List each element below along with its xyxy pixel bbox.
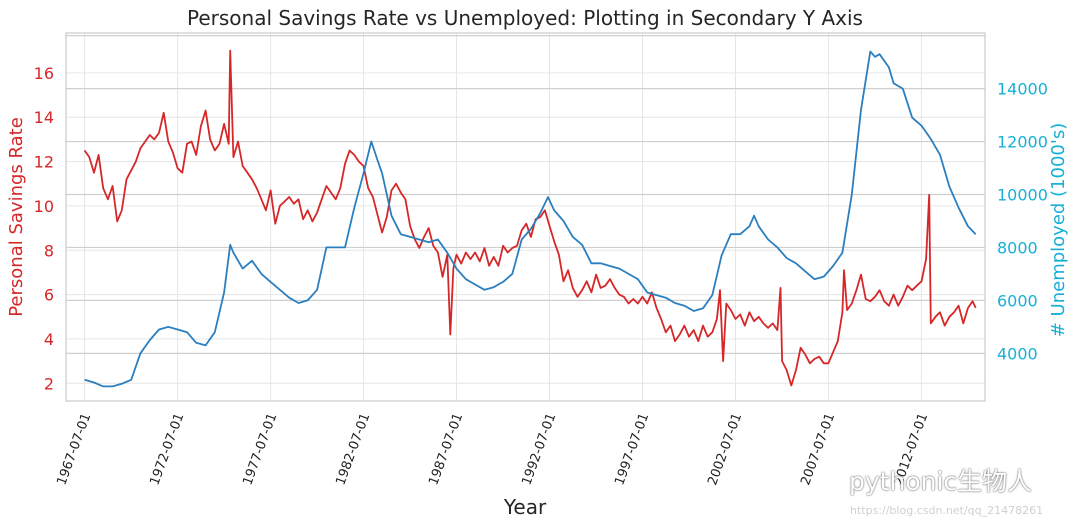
watermark: pythonic生物人 <box>815 462 1032 498</box>
left-y-tick-label: 8 <box>44 241 54 260</box>
right-y-tick-label: 12000 <box>997 133 1048 152</box>
x-axis-label: Year <box>503 495 547 519</box>
watermark-url: https://blog.csdn.net/qq_21478261 <box>850 504 1044 517</box>
x-tick-label: 1992-07-01 <box>519 411 559 487</box>
wechat-icon <box>816 471 842 490</box>
chart-title: Personal Savings Rate vs Unemployed: Plo… <box>187 6 863 30</box>
x-tick-label: 1982-07-01 <box>333 411 373 487</box>
right-y-tick-label: 8000 <box>997 238 1038 257</box>
x-tick-label: 2002-07-01 <box>705 411 745 487</box>
x-axis-ticks: 1967-07-01 1972-07-01 1977-07-01 1982-07-01… <box>54 411 931 487</box>
right-y-tick-label: 4000 <box>997 344 1038 363</box>
left-y-tick-label: 16 <box>34 64 54 83</box>
series-lines <box>83 49 977 388</box>
left-y-axis-ticks: 2 4 6 8 10 12 14 16 <box>34 64 54 393</box>
left-y-tick-label: 4 <box>44 330 54 349</box>
watermark-text: pythonic生物人 <box>849 467 1033 496</box>
x-tick-label: 1972-07-01 <box>147 411 187 487</box>
right-y-tick-label: 6000 <box>997 291 1038 310</box>
left-y-tick-label: 10 <box>34 197 54 216</box>
x-tick-label: 1997-07-01 <box>612 411 652 487</box>
right-y-axis-ticks: 4000 6000 8000 10000 12000 14000 <box>997 80 1048 364</box>
right-y-tick-label: 10000 <box>997 185 1048 204</box>
left-y-tick-label: 14 <box>34 108 54 127</box>
x-tick-label: 1987-07-01 <box>426 411 466 487</box>
x-tick-label: 1967-07-01 <box>54 411 94 487</box>
grid <box>66 33 985 401</box>
left-y-tick-label: 12 <box>34 153 54 172</box>
left-y-tick-label: 2 <box>44 374 54 393</box>
left-y-tick-label: 6 <box>44 286 54 305</box>
unemployed-line <box>84 50 977 388</box>
savings-rate-line <box>83 49 977 387</box>
right-y-axis-label: # Unemployed (1000's) <box>1048 123 1069 338</box>
x-tick-label: 1977-07-01 <box>240 411 280 487</box>
left-y-axis-label: Personal Savings Rate <box>6 117 27 317</box>
right-y-tick-label: 14000 <box>997 80 1048 99</box>
plot-frame <box>65 32 986 402</box>
